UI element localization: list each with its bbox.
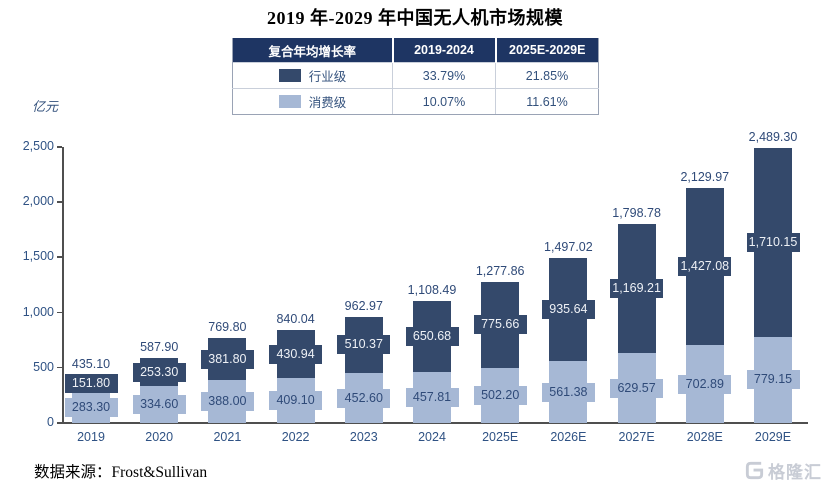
gelonghui-logo-icon xyxy=(745,461,764,480)
x-tick-label-2028E: 2028E xyxy=(686,430,723,444)
y-tick-label-1000: 1,000 xyxy=(22,304,54,319)
data-source-note: 数据来源：Frost&Sullivan xyxy=(34,464,208,481)
total-value-label-2029E: 2,489.30 xyxy=(748,130,798,145)
y-tick-mark-1500 xyxy=(57,256,62,258)
y-tick-mark-1000 xyxy=(57,311,62,314)
industrial-cagr-2025-2029: 21.85% xyxy=(495,62,599,89)
y-tick-label-500: 500 xyxy=(33,359,54,374)
consumer-value-label-2022: 409.10 xyxy=(269,390,323,410)
consumer-cagr-2025-2029: 11.61% xyxy=(495,88,599,115)
consumer-value-label-2025E: 502.20 xyxy=(473,385,527,405)
cagr-header-metric: 复合年均增长率 xyxy=(232,38,394,63)
consumer-value-label-2027E: 629.57 xyxy=(610,378,664,398)
x-tick-label-2026E: 2026E xyxy=(550,430,587,444)
total-value-label-2020: 587.90 xyxy=(140,340,179,355)
total-value-label-2026E: 1,497.02 xyxy=(544,239,593,254)
total-value-label-2028E: 2,129.97 xyxy=(680,169,730,184)
cagr-table-header-row: 复合年均增长率 2019-2024 2025E-2029E xyxy=(232,38,599,63)
consumer-value-label-2029E: 779.15 xyxy=(746,370,800,390)
industrial-value-label-2019: 151.80 xyxy=(64,373,118,393)
y-axis-unit-label: 亿元 xyxy=(32,99,59,114)
cagr-row-consumer: 消费级 10.07% 11.61% xyxy=(232,88,599,115)
cagr-table: 复合年均增长率 2019-2024 2025E-2029E 行业级 33.79%… xyxy=(232,38,599,115)
page-title: 2019 年-2029 年中国无人机市场规模 xyxy=(267,8,563,28)
x-tick-label-2021: 2021 xyxy=(213,430,242,444)
total-value-label-2021: 769.80 xyxy=(208,320,247,334)
industrial-value-label-2026E: 935.64 xyxy=(541,299,595,319)
legend-consumer-label: 消费级 xyxy=(308,96,347,110)
industrial-color-swatch xyxy=(278,69,301,82)
y-tick-label-0: 0 xyxy=(47,415,54,429)
x-tick-label-2019: 2019 xyxy=(77,430,105,444)
total-value-label-2022: 840.04 xyxy=(276,312,315,327)
watermark-text: 格隆汇 xyxy=(768,463,822,482)
cagr-row-industrial: 行业级 33.79% 21.85% xyxy=(232,62,599,89)
x-tick-label-2020: 2020 xyxy=(145,430,174,444)
consumer-color-swatch xyxy=(278,95,301,108)
industrial-value-label-2028E: 1,427.08 xyxy=(678,257,732,277)
total-value-label-2027E: 1,798.78 xyxy=(612,206,661,221)
cagr-header-period-1: 2019-2024 xyxy=(391,38,497,63)
industrial-value-label-2020: 253.30 xyxy=(132,362,186,382)
consumer-value-label-2026E: 561.38 xyxy=(541,382,595,402)
total-value-label-2019: 435.10 xyxy=(71,356,111,371)
y-axis-line xyxy=(62,147,64,423)
x-axis-line xyxy=(62,422,808,424)
x-tick-label-2025E: 2025E xyxy=(482,430,519,444)
legend-industrial: 行业级 xyxy=(233,66,392,85)
consumer-value-label-2020: 334.60 xyxy=(132,395,186,415)
watermark: 格隆汇 xyxy=(744,458,822,483)
industrial-value-label-2029E: 1,710.15 xyxy=(746,233,800,253)
industrial-value-label-2024: 650.68 xyxy=(405,327,459,347)
cagr-header-period-2: 2025E-2029E xyxy=(494,38,599,63)
consumer-value-label-2023: 452.60 xyxy=(337,388,391,408)
x-tick-label-2024: 2024 xyxy=(418,430,446,444)
y-tick-mark-0 xyxy=(57,422,62,424)
consumer-value-label-2021: 388.00 xyxy=(200,392,254,412)
industrial-value-label-2027E: 1,169.21 xyxy=(610,279,664,299)
consumer-cagr-2019-2024: 10.07% xyxy=(392,88,496,115)
consumer-value-label-2024: 457.81 xyxy=(405,388,459,408)
y-tick-mark-500 xyxy=(57,366,62,369)
industrial-value-label-2025E: 775.66 xyxy=(473,315,527,335)
industrial-value-label-2023: 510.37 xyxy=(337,335,391,355)
total-value-label-2023: 962.97 xyxy=(344,298,383,313)
consumer-value-label-2028E: 702.89 xyxy=(678,374,732,394)
x-tick-label-2023: 2023 xyxy=(349,430,378,444)
total-value-label-2024: 1,108.49 xyxy=(407,282,457,297)
legend-consumer: 消费级 xyxy=(233,92,392,111)
legend-industrial-label: 行业级 xyxy=(308,70,347,84)
industrial-cagr-2019-2024: 33.79% xyxy=(392,62,496,89)
industrial-value-label-2021: 381.80 xyxy=(200,349,254,369)
industrial-value-label-2022: 430.94 xyxy=(269,344,323,364)
x-tick-label-2027E: 2027E xyxy=(618,430,655,444)
y-tick-mark-2500 xyxy=(57,146,62,148)
y-tick-mark-2000 xyxy=(57,201,62,203)
total-value-label-2025E: 1,277.86 xyxy=(475,263,525,278)
y-tick-label-2000: 2,000 xyxy=(22,194,54,209)
consumer-value-label-2019: 283.30 xyxy=(64,397,118,417)
y-tick-label-2500: 2,500 xyxy=(22,139,54,153)
x-tick-label-2022: 2022 xyxy=(281,430,310,444)
y-tick-label-1500: 1,500 xyxy=(22,249,54,264)
x-tick-label-2029E: 2029E xyxy=(754,430,792,444)
